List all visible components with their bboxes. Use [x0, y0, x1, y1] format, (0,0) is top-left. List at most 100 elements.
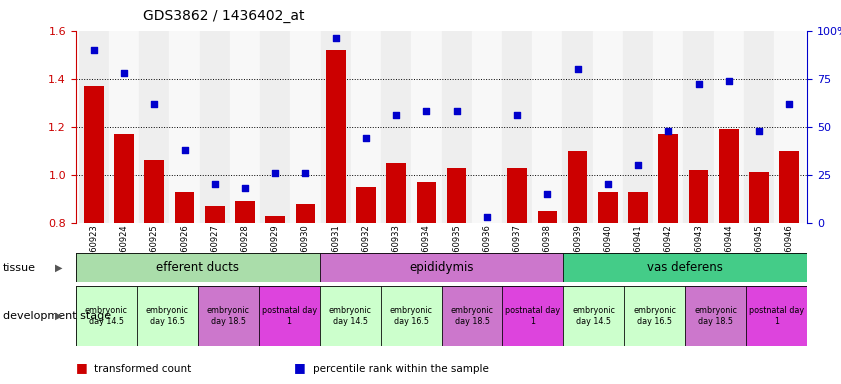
Point — [329, 35, 342, 41]
Text: ▶: ▶ — [55, 311, 62, 321]
Point — [359, 135, 373, 141]
Point — [420, 108, 433, 114]
Point — [87, 47, 101, 53]
Bar — [76, 253, 320, 282]
Bar — [507, 167, 527, 384]
Bar — [503, 286, 563, 346]
Text: embryonic
day 18.5: embryonic day 18.5 — [207, 306, 250, 326]
Point — [177, 147, 191, 153]
Bar — [175, 192, 194, 384]
Text: GDS3862 / 1436402_at: GDS3862 / 1436402_at — [143, 9, 304, 23]
Text: postnatal day
1: postnatal day 1 — [749, 306, 805, 326]
Bar — [477, 223, 497, 384]
Bar — [76, 286, 807, 346]
Bar — [563, 31, 593, 223]
Bar — [411, 31, 442, 223]
Bar — [351, 31, 381, 223]
Bar — [774, 31, 804, 223]
Bar — [266, 215, 285, 384]
Bar — [84, 86, 103, 384]
Point — [662, 127, 675, 134]
Bar — [296, 204, 315, 384]
Point — [147, 101, 161, 107]
Point — [571, 66, 584, 72]
Point — [450, 108, 463, 114]
Point — [238, 185, 251, 191]
Point — [541, 191, 554, 197]
Bar — [205, 206, 225, 384]
Bar — [381, 31, 411, 223]
Text: embryonic
day 16.5: embryonic day 16.5 — [145, 306, 188, 326]
Bar — [230, 31, 260, 223]
Text: postnatal day
1: postnatal day 1 — [505, 306, 561, 326]
Point — [782, 101, 796, 107]
Bar — [442, 286, 503, 346]
Text: embryonic
day 16.5: embryonic day 16.5 — [389, 306, 432, 326]
Text: embryonic
day 16.5: embryonic day 16.5 — [633, 306, 676, 326]
Text: ■: ■ — [76, 361, 87, 374]
Bar — [136, 286, 198, 346]
Bar — [472, 31, 502, 223]
Bar — [356, 187, 376, 384]
Point — [752, 127, 765, 134]
Bar — [593, 31, 623, 223]
Bar — [532, 31, 563, 223]
Bar — [380, 286, 442, 346]
Bar — [320, 286, 380, 346]
Bar — [714, 31, 744, 223]
Text: postnatal day
1: postnatal day 1 — [262, 306, 317, 326]
Bar — [628, 192, 648, 384]
Bar — [780, 151, 799, 384]
Point — [692, 81, 706, 88]
Bar — [139, 31, 169, 223]
Bar — [145, 161, 164, 384]
Point — [601, 181, 615, 187]
Text: ■: ■ — [294, 361, 306, 374]
Bar — [79, 31, 109, 223]
Text: vas deferens: vas deferens — [648, 262, 723, 274]
Text: embryonic
day 18.5: embryonic day 18.5 — [451, 306, 494, 326]
Bar — [744, 31, 774, 223]
Bar — [563, 253, 807, 282]
Text: ▶: ▶ — [55, 263, 62, 273]
Bar — [114, 134, 134, 384]
Bar — [76, 253, 807, 282]
Point — [208, 181, 221, 187]
Point — [268, 170, 282, 176]
Bar — [290, 31, 320, 223]
Text: percentile rank within the sample: percentile rank within the sample — [313, 364, 489, 374]
Text: transformed count: transformed count — [94, 364, 192, 374]
Bar — [598, 192, 617, 384]
Point — [632, 162, 645, 168]
Text: epididymis: epididymis — [410, 262, 473, 274]
Bar — [685, 286, 747, 346]
Bar — [198, 286, 259, 346]
Bar — [653, 31, 684, 223]
Bar — [568, 151, 587, 384]
Point — [510, 112, 524, 118]
Point — [480, 214, 494, 220]
Bar — [659, 134, 678, 384]
Bar — [624, 286, 685, 346]
Bar — [325, 50, 346, 384]
Bar — [442, 31, 472, 223]
Bar — [719, 129, 738, 384]
Text: development stage: development stage — [3, 311, 111, 321]
Bar — [76, 286, 136, 346]
Bar — [447, 167, 467, 384]
Bar — [416, 182, 436, 384]
Bar — [169, 31, 199, 223]
Bar — [386, 163, 406, 384]
Bar — [320, 253, 563, 282]
Bar — [320, 31, 351, 223]
Text: embryonic
day 18.5: embryonic day 18.5 — [695, 306, 738, 326]
Bar — [235, 201, 255, 384]
Point — [389, 112, 403, 118]
Bar — [563, 286, 624, 346]
Text: embryonic
day 14.5: embryonic day 14.5 — [85, 306, 128, 326]
Bar — [109, 31, 139, 223]
Bar — [749, 172, 769, 384]
Text: efferent ducts: efferent ducts — [156, 262, 239, 274]
Bar — [537, 211, 558, 384]
Bar — [199, 31, 230, 223]
